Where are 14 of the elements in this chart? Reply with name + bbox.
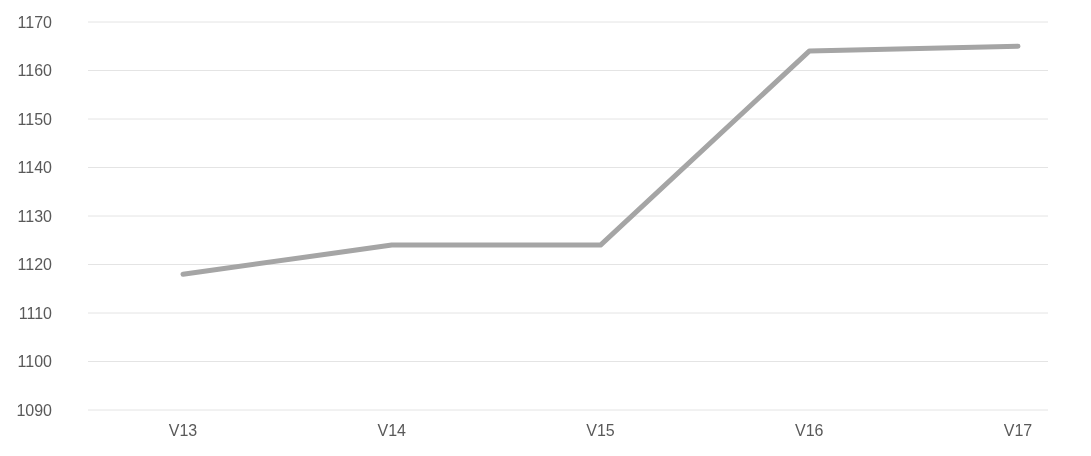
- y-tick-label: 1170: [17, 13, 53, 31]
- y-tick-label: 1140: [17, 159, 53, 177]
- y-tick-label: 1150: [17, 110, 53, 128]
- x-tick-label: V14: [377, 422, 407, 439]
- y-tick-label: 1160: [17, 62, 53, 80]
- y-tick-label: 1110: [18, 304, 53, 322]
- y-tick-label: 1090: [16, 401, 53, 419]
- y-tick-label: 1120: [17, 256, 53, 274]
- x-tick-label: V17: [1003, 422, 1033, 439]
- x-tick-label: V13: [168, 422, 198, 439]
- y-tick-label: 1100: [17, 353, 53, 371]
- y-tick-label: 1130: [17, 207, 53, 225]
- x-tick-label: V16: [795, 422, 824, 439]
- x-tick-label: V15: [586, 422, 615, 439]
